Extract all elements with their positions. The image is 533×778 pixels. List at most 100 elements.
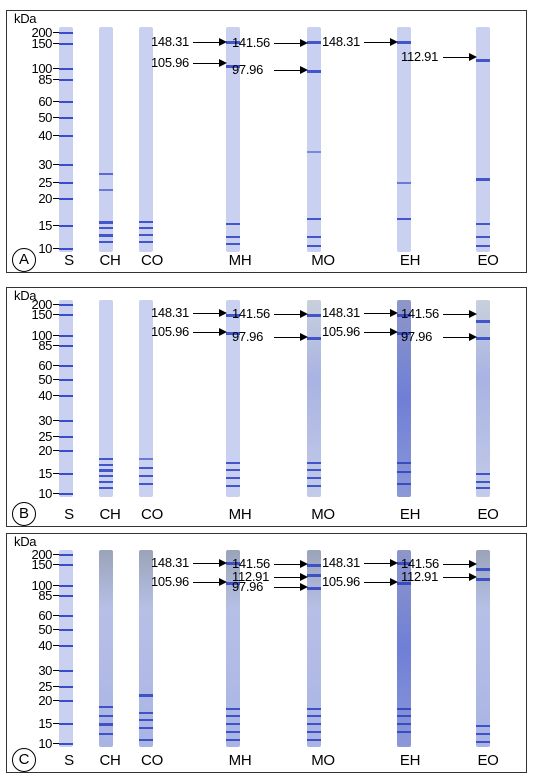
marker-label: 10: [38, 736, 52, 752]
marker-label: 40: [38, 128, 52, 143]
gel-panel-a: [6, 10, 527, 273]
annotation-arrow: [364, 327, 398, 336]
lane-ch: [99, 300, 113, 497]
annotation-text: 141.56: [232, 34, 270, 50]
annotation-text: 141.56: [401, 305, 439, 321]
protein-band: [226, 469, 240, 472]
annotation-text: 112.91: [401, 49, 438, 65]
annotation-text: 105.96: [322, 573, 360, 589]
protein-band: [307, 731, 321, 734]
protein-band: [139, 220, 153, 223]
protein-band: [59, 117, 73, 119]
protein-band: [139, 739, 153, 742]
protein-band: [59, 473, 73, 476]
protein-band: [307, 245, 321, 248]
marker-tick: [53, 42, 59, 44]
annotation-text: 141.56: [232, 305, 270, 321]
annotation-arrow: [364, 308, 398, 317]
protein-band: [397, 731, 411, 734]
marker-label: 40: [38, 637, 52, 653]
protein-band: [397, 182, 411, 185]
marker-label: 85: [38, 71, 52, 87]
protein-band: [99, 481, 113, 484]
protein-band: [59, 247, 73, 250]
marker-label: 25: [38, 175, 52, 191]
marker-tick: [53, 670, 59, 672]
protein-band: [59, 553, 73, 556]
protein-band: [99, 463, 113, 466]
marker-tick: [53, 182, 59, 184]
protein-band: [307, 563, 321, 567]
annotation-arrow: [364, 37, 398, 46]
lane-label-co: CO: [141, 752, 163, 769]
marker-label: 150: [31, 306, 53, 322]
protein-band: [476, 473, 490, 476]
annotation-arrow: [364, 577, 398, 586]
protein-band: [139, 475, 153, 478]
annotation-arrow: [274, 65, 308, 74]
protein-band: [99, 715, 113, 718]
protein-band: [476, 577, 490, 581]
protein-band: [476, 222, 490, 225]
annotation-arrow: [274, 333, 308, 342]
protein-band: [307, 573, 321, 577]
protein-band: [307, 150, 321, 153]
protein-band: [99, 240, 113, 243]
protein-band: [59, 449, 73, 452]
protein-band: [59, 101, 73, 104]
annotation-text: 112.91: [401, 568, 438, 584]
protein-band: [476, 337, 490, 341]
protein-band: [226, 739, 240, 742]
protein-band: [226, 723, 240, 726]
lane-label-co: CO: [141, 252, 163, 269]
protein-band: [226, 243, 240, 245]
protein-band: [59, 365, 73, 367]
protein-band: [99, 189, 113, 191]
annotation-text: 141.56: [232, 555, 270, 571]
marker-label: 150: [31, 556, 53, 572]
protein-band: [59, 78, 73, 81]
annotation-arrow: [443, 309, 477, 318]
protein-band: [226, 236, 240, 239]
annotation-text: 97.96: [232, 329, 264, 345]
annotation-arrow: [364, 558, 398, 567]
protein-band: [307, 236, 321, 239]
protein-band: [307, 485, 321, 488]
protein-band: [397, 40, 411, 44]
lane-eh: [397, 550, 411, 747]
protein-band: [226, 477, 240, 480]
protein-band: [59, 31, 73, 34]
protein-band: [139, 727, 153, 730]
annotation-text: 105.96: [151, 323, 189, 339]
protein-band: [307, 723, 321, 726]
lane-mo: [307, 550, 321, 747]
marker-tick: [53, 394, 59, 396]
protein-band: [476, 236, 490, 239]
marker-tick: [53, 628, 59, 630]
marker-label: 25: [38, 428, 52, 444]
protein-band: [226, 485, 240, 488]
protein-band: [476, 725, 490, 728]
lane-co: [139, 550, 153, 747]
lane-label-mo: MO: [311, 506, 335, 523]
lane-eh: [397, 300, 411, 497]
protein-band: [226, 331, 240, 335]
annotation-text: 148.31: [322, 554, 360, 570]
annotation-arrow: [193, 308, 227, 317]
lane-label-ch: CH: [99, 252, 121, 269]
protein-band: [307, 69, 321, 73]
marker-label: 10: [38, 240, 52, 256]
protein-band: [226, 731, 240, 734]
lane-label-mh: MH: [228, 506, 252, 523]
protein-band: [139, 227, 153, 230]
marker-tick: [53, 313, 59, 315]
protein-band: [99, 457, 113, 460]
marker-label: 85: [38, 338, 52, 354]
lane-label-eh: EH: [399, 506, 421, 523]
annotation-text: 148.31: [151, 33, 189, 49]
protein-band: [476, 567, 490, 571]
lane-label-ch: CH: [99, 752, 121, 769]
annotation-arrow: [443, 572, 477, 581]
protein-band: [59, 135, 73, 137]
panel-label: A: [12, 248, 36, 272]
